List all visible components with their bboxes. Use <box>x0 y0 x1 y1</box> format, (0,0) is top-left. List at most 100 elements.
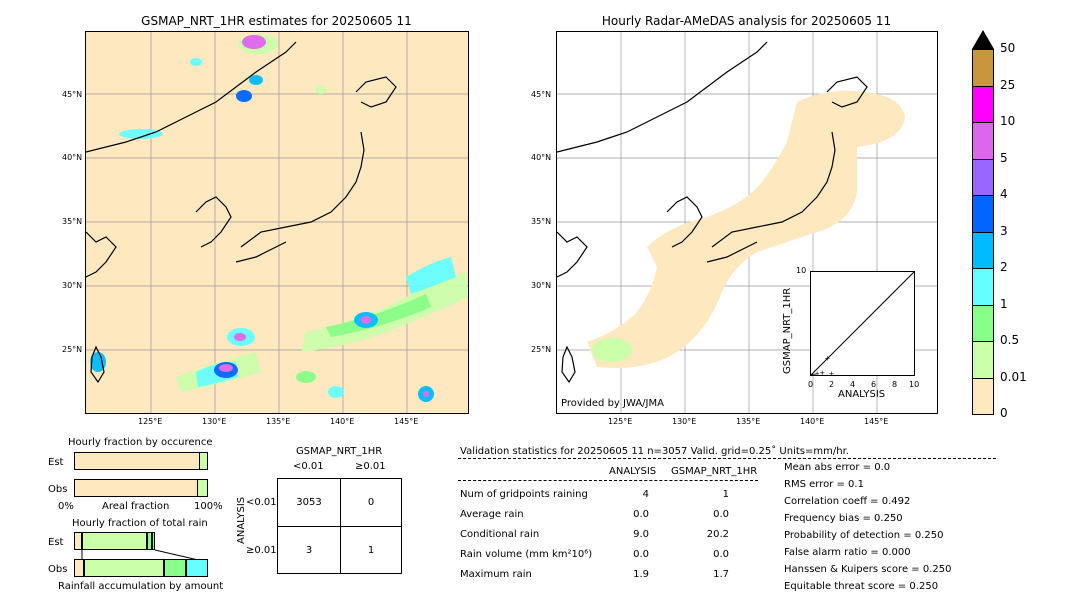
right-lat-25: 25°N <box>531 345 552 354</box>
col-gsmap: GSMAP_NRT_1HR <box>671 466 758 477</box>
score-line: Correlation coeff = 0.492 <box>784 496 911 507</box>
right-lat-40: 40°N <box>531 153 552 162</box>
occurrence-est-wet <box>199 453 207 469</box>
colorbar-label: 2 <box>1000 260 1008 274</box>
scatter-point: + <box>811 371 816 375</box>
scatter-point: + <box>829 370 835 375</box>
right-lon-125: 125°E <box>608 417 633 426</box>
colorbar-label: 25 <box>1000 77 1016 92</box>
right-map-title: Hourly Radar-AMeDAS analysis for 2025060… <box>601 14 892 28</box>
right-lat-30: 30°N <box>531 281 552 290</box>
scatter-y-top-tick: 10 <box>796 266 807 275</box>
left-lat-30: 30°N <box>62 281 83 290</box>
scatter-canvas: ++++++ <box>810 271 915 380</box>
stat-gsmap-value: 0.0 <box>713 549 729 560</box>
colorbar-label: 0.5 <box>1000 333 1020 347</box>
occurrence-obs-wet <box>197 480 207 496</box>
stat-analysis-value: 0.0 <box>633 549 649 560</box>
left-lat-25: 25°N <box>62 345 83 354</box>
stat-gsmap-value: 0.0 <box>713 509 729 520</box>
contingency-row-ge: ≥0.01 <box>246 545 277 556</box>
contingency-row-lt: <0.01 <box>246 497 277 508</box>
right-lat-45: 45°N <box>531 90 552 99</box>
colorbar-segment <box>972 304 994 342</box>
contingency-title: GSMAP_NRT_1HR <box>296 446 383 457</box>
colorbar-label: 10 <box>1000 114 1016 128</box>
data-credit: Provided by JWA/JMA <box>561 398 664 409</box>
validation-col-rule <box>458 480 758 482</box>
scatter-xtick-4: 4 <box>850 380 856 389</box>
colorbar <box>972 30 994 415</box>
cell-fp: 0 <box>367 497 375 508</box>
colorbar-segment <box>972 122 994 159</box>
left-lat-40: 40°N <box>62 153 83 162</box>
one-to-one-line <box>810 271 915 376</box>
left-lat-45: 45°N <box>62 90 83 99</box>
occurrence-axis-mid: Areal fraction <box>102 501 170 512</box>
left-map-title: GSMAP_NRT_1HR estimates for 20250605 11 <box>141 14 412 28</box>
left-lon-140: 140°E <box>330 417 355 426</box>
validation-header: Validation statistics for 20250605 11 n=… <box>460 446 849 457</box>
right-map: Provided by JWA/JMA <box>556 31 938 414</box>
colorbar-segment <box>972 85 994 123</box>
stat-label: Rain volume (mm km²10⁶) <box>460 549 593 560</box>
occurrence-title: Hourly fraction by occurence <box>68 437 213 448</box>
scatter-ylabel: GSMAP_NRT_1HR <box>782 287 793 374</box>
colorbar-label: 1 <box>1000 296 1008 311</box>
right-lon-140: 140°E <box>800 417 825 426</box>
right-lon-130: 130°E <box>672 417 697 426</box>
score-line: Probability of detection = 0.250 <box>784 530 944 541</box>
scatter-xtick-0: 0 <box>808 380 814 389</box>
occurrence-axis-right: 100% <box>194 501 223 512</box>
scatter-point: + <box>814 370 820 375</box>
left-lon-130: 130°E <box>202 417 227 426</box>
score-line: Equitable threat score = 0.250 <box>784 581 939 592</box>
stat-gsmap-value: 1.7 <box>713 569 729 580</box>
stat-gsmap-value: 1 <box>722 489 729 500</box>
right-map-canvas <box>557 32 937 413</box>
left-map-canvas <box>86 32 468 413</box>
stat-label: Maximum rain <box>460 569 532 580</box>
right-lat-35: 35°N <box>531 217 552 226</box>
cell-tn: 3053 <box>296 497 322 508</box>
occurrence-obs-bar <box>74 479 208 497</box>
scatter-point: + <box>824 354 830 362</box>
left-lon-135: 135°E <box>266 417 291 426</box>
validation-header-rule <box>458 458 996 460</box>
right-lon-135: 135°E <box>736 417 761 426</box>
colorbar-label: 5 <box>1000 150 1008 165</box>
colorbar-segment <box>972 341 994 378</box>
colorbar-segment <box>972 49 994 86</box>
cell-fn: 3 <box>305 545 313 556</box>
stat-analysis-value: 1.9 <box>633 569 649 580</box>
stat-label: Average rain <box>460 509 524 520</box>
colorbar-label: 50 <box>1000 41 1016 55</box>
total-est-label: Est <box>48 537 64 548</box>
colorbar-label: 0.01 <box>1000 369 1027 384</box>
total-rain-footer: Rainfall accumulation by amount <box>58 581 224 592</box>
left-lon-125: 125°E <box>138 417 163 426</box>
rain-patches <box>90 34 468 402</box>
cell-tp: 1 <box>367 545 375 556</box>
colorbar-label: 0 <box>1000 406 1008 420</box>
coastlines-right <box>557 41 868 384</box>
score-line: False alarm ratio = 0.000 <box>784 547 911 558</box>
col-analysis: ANALYSIS <box>609 466 657 477</box>
contingency-col-lt: <0.01 <box>293 461 324 472</box>
colorbar-segment <box>972 195 994 232</box>
colorbar-segment <box>972 231 994 269</box>
occurrence-obs-label: Obs <box>48 484 68 495</box>
stat-label: Num of gridpoints raining <box>460 489 588 500</box>
colorbar-segment <box>972 268 994 305</box>
scatter-point: + <box>819 369 825 375</box>
colorbar-segment <box>972 158 994 196</box>
total-rain-title: Hourly fraction of total rain <box>72 518 208 529</box>
total-est-bar <box>74 532 208 550</box>
scatter-xtick-10: 10 <box>909 380 920 389</box>
scatter-xtick-8: 8 <box>892 380 898 389</box>
colorbar-extend-arrow <box>972 30 994 49</box>
score-line: Mean abs error = 0.0 <box>784 462 891 473</box>
scatter-xtick-6: 6 <box>871 380 877 389</box>
scatter-xtick-2: 2 <box>829 380 835 389</box>
occurrence-est-bar <box>74 452 208 470</box>
